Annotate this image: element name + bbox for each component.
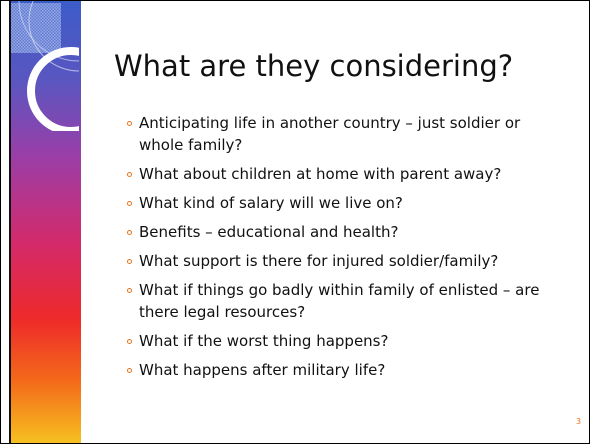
- bullet-item: What about children at home with parent …: [127, 163, 547, 185]
- bullet-item: What if things go badly within family of…: [127, 279, 547, 323]
- bullet-item: Benefits – educational and health?: [127, 221, 547, 243]
- bullet-item: What if the worst thing happens?: [127, 330, 547, 352]
- bullet-marker: [127, 339, 132, 344]
- bullet-text: What support is there for injured soldie…: [139, 252, 498, 270]
- bullet-marker: [127, 230, 132, 235]
- bullet-item: What happens after military life?: [127, 359, 547, 381]
- bullet-text: What kind of salary will we live on?: [139, 194, 403, 212]
- bullet-marker: [127, 368, 132, 373]
- bullet-text: What if things go badly within family of…: [139, 281, 539, 321]
- bullet-text: Anticipating life in another country – j…: [139, 114, 520, 154]
- bullet-marker: [127, 121, 132, 126]
- bullet-list: Anticipating life in another country – j…: [127, 112, 547, 388]
- page-number: 3: [576, 417, 581, 426]
- bullet-text: What about children at home with parent …: [139, 165, 501, 183]
- bullet-item: Anticipating life in another country – j…: [127, 112, 547, 156]
- bullet-marker: [127, 288, 132, 293]
- bullet-text: What if the worst thing happens?: [139, 332, 388, 350]
- bullet-marker: [127, 201, 132, 206]
- bullet-text: Benefits – educational and health?: [139, 223, 398, 241]
- decoration: [9, 1, 79, 131]
- bullet-item: What kind of salary will we live on?: [127, 192, 547, 214]
- bullet-text: What happens after military life?: [139, 361, 385, 379]
- bullet-marker: [127, 259, 132, 264]
- bullet-item: What support is there for injured soldie…: [127, 250, 547, 272]
- slide: What are they considering? Anticipating …: [0, 0, 590, 444]
- slide-title: What are they considering?: [114, 49, 513, 83]
- bullet-marker: [127, 172, 132, 177]
